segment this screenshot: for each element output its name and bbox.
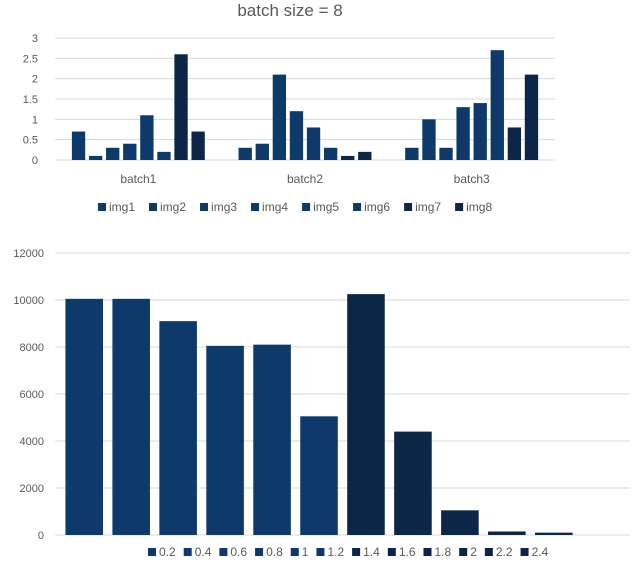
bar-0.4 xyxy=(112,298,150,535)
legend-label-img1: img1 xyxy=(109,200,135,214)
legend-label-1.8: 1.8 xyxy=(435,545,452,559)
y-tick-label: 0 xyxy=(32,155,38,167)
legend-label-1: 1 xyxy=(302,545,309,559)
x-category-label: batch1 xyxy=(120,172,156,186)
bar-img3-batch1 xyxy=(106,147,120,160)
legend-swatch-1.2 xyxy=(316,548,325,556)
legend-swatch-img5 xyxy=(302,203,311,211)
legend-swatch-0.8 xyxy=(255,548,264,556)
bar-img5-batch2 xyxy=(306,127,321,160)
bar-img6-batch3 xyxy=(490,50,504,161)
y-tick-label: 2.5 xyxy=(23,53,38,65)
bar-img4-batch3 xyxy=(456,107,470,160)
legend-label-1.6: 1.6 xyxy=(399,545,416,559)
bar-img1-batch1 xyxy=(71,131,86,160)
legend-label-0.6: 0.6 xyxy=(230,545,247,559)
bar-2 xyxy=(488,531,526,535)
x-category-label: batch2 xyxy=(287,172,323,186)
bar-img8-batch2 xyxy=(358,151,372,160)
legend-swatch-0.4 xyxy=(183,548,192,556)
bar-img7-batch1 xyxy=(174,54,188,161)
bar-1.2 xyxy=(300,416,338,535)
bar-img1-batch3 xyxy=(405,147,419,160)
legend-swatch-1 xyxy=(290,548,299,556)
legend-swatch-img7 xyxy=(404,203,413,211)
legend-swatch-img6 xyxy=(353,203,362,211)
legend-label-img5: img5 xyxy=(313,200,339,214)
bar-0.8 xyxy=(206,345,244,535)
legend-label-2: 2 xyxy=(470,545,477,559)
legend-swatch-2 xyxy=(459,548,468,556)
bar-img8-batch3 xyxy=(524,74,539,160)
bar-img1-batch2 xyxy=(238,147,252,160)
legend-swatch-0.6 xyxy=(219,548,228,556)
bar-img5-batch1 xyxy=(140,115,154,160)
y-tick-label: 1 xyxy=(32,114,38,126)
legend-swatch-1.4 xyxy=(352,548,361,556)
y-tick-label: 1.5 xyxy=(23,94,38,106)
legend-label-img7: img7 xyxy=(415,200,441,214)
bar-img8-batch1 xyxy=(191,131,205,160)
legend-swatch-1.6 xyxy=(387,548,396,556)
legend-label-2.2: 2.2 xyxy=(496,545,513,559)
y-tick-label: 4000 xyxy=(20,436,44,448)
legend-swatch-img2 xyxy=(149,203,158,211)
bar-img2-batch2 xyxy=(255,143,269,160)
legend-label-2.4: 2.4 xyxy=(532,545,549,559)
y-tick-label: 8000 xyxy=(20,342,44,354)
legend-swatch-img1 xyxy=(98,203,106,211)
y-tick-label: 2 xyxy=(32,74,38,86)
legend-label-img4: img4 xyxy=(262,200,288,214)
bar-img2-batch3 xyxy=(422,119,436,160)
y-tick-label: 12000 xyxy=(13,248,44,260)
chart-histogram: 0 2000 4000 6000 8000 10000 12000 0.2 0.4 0.6 0.8 1… xyxy=(13,248,630,559)
x-category-label: batch3 xyxy=(454,172,490,186)
legend-swatch-2.4 xyxy=(520,548,529,556)
bar-img4-batch1 xyxy=(123,143,137,160)
legend-swatch-img8 xyxy=(455,203,464,211)
legend-label-0.2: 0.2 xyxy=(159,545,176,559)
bar-1.8 xyxy=(441,510,479,535)
legend-label-img8: img8 xyxy=(466,200,492,214)
bar-1.4 xyxy=(347,294,385,535)
legend-label-0.8: 0.8 xyxy=(266,545,283,559)
bar-1.6 xyxy=(394,431,432,535)
chart-batch-size: batch size = 8 0 0.5 1 1.5 2 2.5 3 batch1 batch2 b… xyxy=(23,1,555,214)
bar-img2-batch1 xyxy=(88,155,103,160)
legend-swatch-1.8 xyxy=(423,548,432,556)
y-tick-label: 6000 xyxy=(20,389,44,401)
bar-img7-batch3 xyxy=(507,127,522,160)
bar-img5-batch3 xyxy=(473,103,487,160)
bar-img7-batch2 xyxy=(341,155,355,160)
bar-0.2 xyxy=(65,298,104,535)
legend-swatch-0.2 xyxy=(148,548,156,556)
legend-label-img3: img3 xyxy=(211,200,237,214)
bar-2.2 xyxy=(535,532,573,535)
legend-swatch-img4 xyxy=(251,203,260,211)
legend-label-img2: img2 xyxy=(160,200,186,214)
y-tick-label: 10000 xyxy=(13,295,44,307)
legend-label-0.4: 0.4 xyxy=(195,545,212,559)
y-tick-label: 2000 xyxy=(20,483,44,495)
legend-label-1.4: 1.4 xyxy=(363,545,380,559)
chart-title: batch size = 8 xyxy=(237,1,342,20)
y-tick-label: 0.5 xyxy=(23,135,38,147)
bar-1 xyxy=(253,344,291,535)
bar-img3-batch3 xyxy=(439,147,453,160)
bar-img3-batch2 xyxy=(272,74,287,160)
y-tick-label: 3 xyxy=(32,33,38,45)
legend-swatch-2.2 xyxy=(484,548,493,556)
legend-swatch-img3 xyxy=(200,203,209,211)
bar-img6-batch2 xyxy=(323,147,338,160)
legend-label-1.2: 1.2 xyxy=(327,545,344,559)
bar-img4-batch2 xyxy=(289,111,304,160)
bar-img6-batch1 xyxy=(157,151,171,160)
y-tick-label: 0 xyxy=(38,530,44,542)
legend-label-img6: img6 xyxy=(364,200,390,214)
bar-0.6 xyxy=(159,321,197,535)
